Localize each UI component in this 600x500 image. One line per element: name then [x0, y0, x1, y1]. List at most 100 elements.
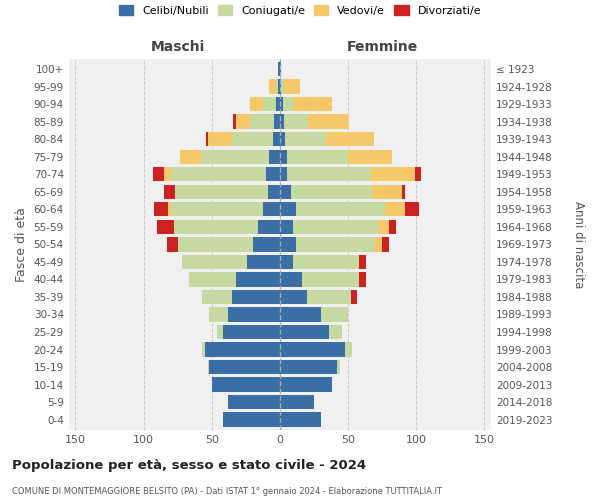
Bar [258, 220, 280, 234]
Y-axis label: Fasce di età: Fasce di età [15, 207, 28, 282]
Legend: Celibi/Nubili, Coniugati/e, Vedovi/e, Divorziati/e: Celibi/Nubili, Coniugati/e, Vedovi/e, Di… [115, 0, 485, 20]
Bar [280, 167, 287, 182]
Bar [205, 342, 280, 356]
Bar [236, 114, 250, 129]
Bar [171, 167, 266, 182]
Bar [281, 80, 284, 94]
Bar [223, 412, 280, 427]
Bar [175, 184, 268, 199]
Bar [378, 220, 389, 234]
Bar [212, 378, 280, 392]
Bar [284, 114, 308, 129]
Bar [209, 360, 280, 374]
Bar [280, 150, 287, 164]
Bar [293, 254, 359, 269]
Bar [167, 237, 178, 252]
Bar [273, 132, 280, 146]
Bar [403, 184, 405, 199]
Bar [188, 272, 236, 286]
Bar [382, 237, 389, 252]
Text: COMUNE DI MONTEMAGGIORE BELSITO (PA) - Dati ISTAT 1° gennaio 2024 - Elaborazione: COMUNE DI MONTEMAGGIORE BELSITO (PA) - D… [12, 487, 442, 496]
Bar [389, 220, 395, 234]
Bar [375, 237, 382, 252]
Bar [208, 132, 232, 146]
Bar [263, 202, 280, 216]
Bar [280, 308, 320, 322]
Bar [293, 97, 332, 112]
Bar [320, 308, 348, 322]
Bar [154, 202, 168, 216]
Bar [250, 114, 274, 129]
Bar [173, 220, 258, 234]
Bar [284, 80, 300, 94]
Bar [280, 202, 296, 216]
Bar [287, 150, 348, 164]
Bar [236, 272, 280, 286]
Bar [280, 254, 293, 269]
Bar [296, 237, 375, 252]
Bar [201, 150, 269, 164]
Bar [385, 202, 405, 216]
Bar [263, 97, 276, 112]
Bar [296, 202, 385, 216]
Bar [293, 220, 378, 234]
Bar [280, 80, 281, 94]
Bar [228, 395, 280, 409]
Bar [217, 325, 223, 339]
Bar [157, 220, 173, 234]
Bar [233, 114, 236, 129]
Bar [280, 62, 281, 76]
Bar [371, 167, 415, 182]
Bar [283, 97, 293, 112]
Bar [153, 167, 164, 182]
Bar [269, 80, 276, 94]
Bar [280, 342, 345, 356]
Bar [280, 97, 283, 112]
Bar [348, 150, 392, 164]
Bar [280, 360, 337, 374]
Text: Maschi: Maschi [151, 40, 205, 54]
Bar [345, 342, 352, 356]
Bar [208, 360, 209, 374]
Bar [280, 412, 320, 427]
Bar [274, 114, 280, 129]
Bar [415, 167, 421, 182]
Bar [171, 202, 263, 216]
Bar [209, 308, 228, 322]
Y-axis label: Anni di nascita: Anni di nascita [572, 200, 585, 288]
Bar [280, 325, 329, 339]
Bar [405, 202, 419, 216]
Text: Femmine: Femmine [346, 40, 418, 54]
Bar [280, 184, 291, 199]
Bar [302, 272, 359, 286]
Bar [285, 132, 326, 146]
Bar [278, 80, 280, 94]
Bar [164, 167, 171, 182]
Bar [280, 290, 307, 304]
Bar [287, 167, 371, 182]
Bar [280, 114, 284, 129]
Bar [308, 114, 349, 129]
Bar [373, 184, 403, 199]
Bar [168, 202, 171, 216]
Bar [253, 237, 280, 252]
Bar [280, 132, 285, 146]
Bar [359, 272, 365, 286]
Bar [280, 237, 296, 252]
Bar [223, 325, 280, 339]
Bar [280, 395, 314, 409]
Bar [350, 290, 358, 304]
Bar [202, 290, 232, 304]
Bar [181, 150, 201, 164]
Bar [337, 360, 340, 374]
Bar [276, 80, 278, 94]
Bar [291, 184, 373, 199]
Bar [276, 97, 280, 112]
Text: Popolazione per età, sesso e stato civile - 2024: Popolazione per età, sesso e stato civil… [12, 460, 366, 472]
Bar [280, 378, 332, 392]
Bar [329, 325, 343, 339]
Bar [359, 254, 365, 269]
Bar [247, 254, 280, 269]
Bar [268, 184, 280, 199]
Bar [232, 290, 280, 304]
